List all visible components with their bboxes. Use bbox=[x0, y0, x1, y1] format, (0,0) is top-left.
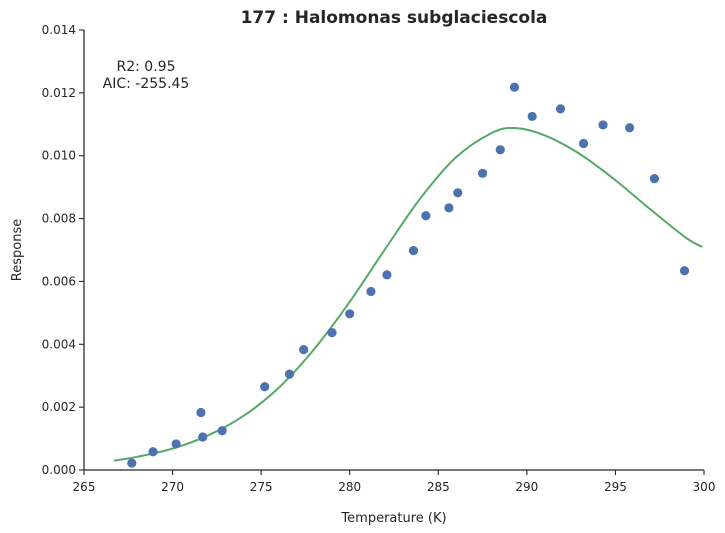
y-tick-label: 0.006 bbox=[42, 274, 76, 288]
r2-annotation: R2: 0.95 bbox=[117, 59, 176, 75]
x-axis-ticks: 265 270 275 280 285 290 295 300 bbox=[73, 470, 716, 494]
y-tick-label: 0.002 bbox=[42, 400, 76, 414]
y-tick-label: 0.010 bbox=[42, 149, 76, 163]
data-point bbox=[625, 123, 635, 133]
chart-title: 177 : Halomonas subglaciescola bbox=[241, 8, 548, 28]
data-point bbox=[578, 138, 589, 149]
x-tick-label: 295 bbox=[604, 480, 627, 494]
y-tick-label: 0.008 bbox=[42, 212, 76, 226]
data-point bbox=[171, 439, 181, 449]
x-tick-label: 285 bbox=[427, 480, 450, 494]
data-point bbox=[299, 345, 309, 355]
data-point bbox=[127, 458, 137, 468]
x-tick-label: 280 bbox=[338, 480, 361, 494]
data-point bbox=[260, 382, 270, 392]
x-tick-label: 270 bbox=[161, 480, 184, 494]
y-tick-label: 0.014 bbox=[42, 23, 76, 37]
data-point bbox=[148, 447, 158, 457]
y-tick-label: 0.012 bbox=[42, 86, 76, 100]
data-point bbox=[495, 145, 505, 155]
data-point bbox=[598, 120, 608, 130]
x-tick-label: 300 bbox=[693, 480, 716, 494]
data-point bbox=[217, 426, 227, 436]
fit-curve-layer bbox=[113, 126, 703, 462]
data-point bbox=[327, 328, 337, 338]
y-axis-label: Response bbox=[10, 219, 25, 281]
y-axis-ticks: 0.000 0.002 0.004 0.006 0.008 0.010 0.012 0.014 bbox=[42, 23, 84, 477]
data-point bbox=[527, 111, 537, 122]
data-point bbox=[509, 82, 520, 92]
fit-curve bbox=[113, 126, 703, 462]
data-point bbox=[477, 168, 488, 178]
data-points-layer bbox=[127, 82, 690, 468]
y-tick-label: 0.000 bbox=[42, 463, 76, 477]
y-tick-label: 0.004 bbox=[42, 337, 76, 351]
data-point bbox=[408, 246, 419, 256]
data-point bbox=[444, 203, 454, 213]
data-point bbox=[284, 369, 295, 379]
data-point bbox=[382, 270, 392, 280]
data-point bbox=[366, 286, 376, 297]
data-point bbox=[649, 174, 660, 184]
x-tick-label: 275 bbox=[250, 480, 273, 494]
x-tick-label: 290 bbox=[515, 480, 538, 494]
data-point bbox=[679, 266, 690, 276]
data-point bbox=[555, 104, 566, 114]
data-point bbox=[421, 211, 431, 221]
data-point bbox=[198, 432, 208, 442]
data-point bbox=[196, 407, 206, 418]
x-tick-label: 265 bbox=[73, 480, 96, 494]
data-point bbox=[345, 309, 355, 319]
data-point bbox=[453, 188, 463, 198]
x-axis-label: Temperature (K) bbox=[340, 511, 446, 526]
aic-annotation: AIC: -255.45 bbox=[103, 76, 190, 92]
